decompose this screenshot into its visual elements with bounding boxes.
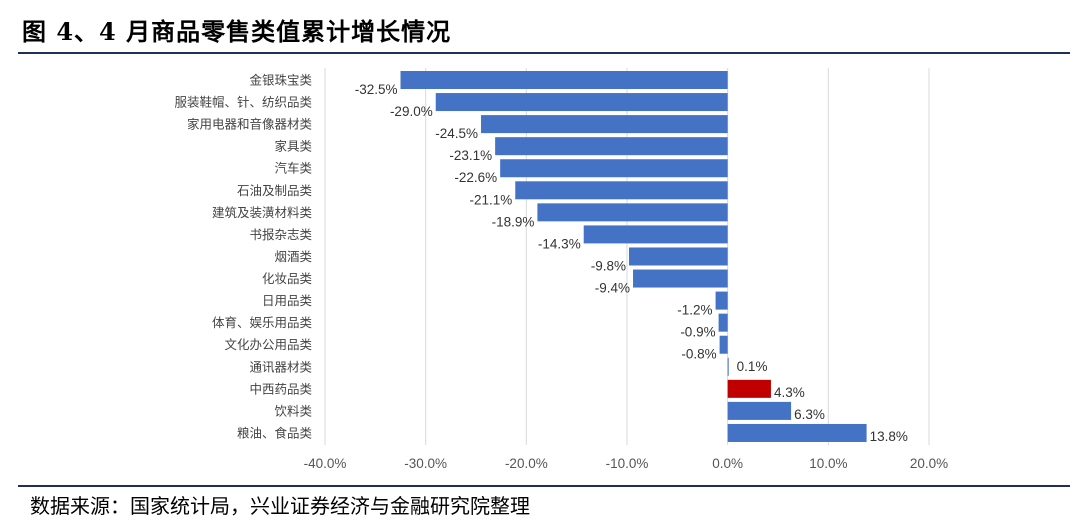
category-label: 石油及制品类 xyxy=(237,183,313,198)
category-label: 书报杂志类 xyxy=(249,227,312,242)
category-label: 通讯器材类 xyxy=(249,359,312,374)
bar xyxy=(481,115,728,134)
bar xyxy=(537,203,728,222)
bar xyxy=(515,181,728,200)
bar xyxy=(727,379,771,398)
x-tick-label: 0.0% xyxy=(712,456,743,471)
bar xyxy=(718,313,728,332)
data-label: 0.1% xyxy=(737,359,768,374)
category-label: 烟酒类 xyxy=(274,249,312,264)
data-label: -1.2% xyxy=(677,303,712,318)
x-tick-label: 20.0% xyxy=(910,456,948,471)
category-label: 日用品类 xyxy=(262,293,313,308)
bar xyxy=(629,247,728,266)
category-label: 建筑及装潢材料类 xyxy=(212,205,313,220)
x-tick-label: -10.0% xyxy=(606,456,649,471)
category-label: 化妆品类 xyxy=(262,271,313,286)
figure-title: 图 4、4 月商品零售类值累计增长情况 xyxy=(22,17,452,46)
category-label: 家用电器和音像器材类 xyxy=(187,117,313,132)
category-label: 中西药品类 xyxy=(249,381,312,396)
bar xyxy=(583,225,728,244)
category-label: 家具类 xyxy=(274,139,312,154)
data-label: -18.9% xyxy=(492,214,535,229)
bar xyxy=(715,291,728,310)
footer-rule xyxy=(18,485,1070,487)
x-tick-label: -40.0% xyxy=(304,456,347,471)
category-label: 饮料类 xyxy=(274,403,312,418)
x-tick-label: -20.0% xyxy=(505,456,548,471)
title-rule xyxy=(18,52,1070,54)
bar xyxy=(500,159,728,178)
data-label: -29.0% xyxy=(390,104,433,119)
data-label: -0.8% xyxy=(681,347,716,362)
data-label: -23.1% xyxy=(449,148,492,163)
data-label: -22.6% xyxy=(454,170,497,185)
bar xyxy=(719,335,728,354)
data-label: -21.1% xyxy=(469,192,512,207)
category-label: 体育、娱乐用品类 xyxy=(212,315,313,330)
data-label: -9.4% xyxy=(595,281,630,296)
bar xyxy=(727,401,792,420)
source-note: 数据来源：国家统计局，兴业证券经济与金融研究院整理 xyxy=(30,494,530,518)
data-label: 6.3% xyxy=(794,407,825,422)
bar xyxy=(727,357,729,376)
bar xyxy=(400,71,728,89)
category-label: 粮油、食品类 xyxy=(237,425,313,440)
data-label: 13.8% xyxy=(870,429,908,444)
category-label: 文化办公用品类 xyxy=(224,337,312,352)
data-label: -14.3% xyxy=(538,236,581,251)
category-label: 金银珠宝类 xyxy=(249,73,312,88)
category-label: 汽车类 xyxy=(274,161,312,176)
data-label: -9.8% xyxy=(591,258,626,273)
data-label: -32.5% xyxy=(355,82,398,97)
bar xyxy=(495,137,728,156)
data-label: -24.5% xyxy=(435,126,478,141)
bar xyxy=(435,93,728,112)
data-label: 4.3% xyxy=(774,385,805,400)
bar xyxy=(727,423,867,442)
x-tick-label: -30.0% xyxy=(404,456,447,471)
x-tick-label: 10.0% xyxy=(809,456,847,471)
category-label: 服装鞋帽、针、纺织品类 xyxy=(174,95,312,110)
bar xyxy=(633,269,728,288)
data-label: -0.9% xyxy=(680,325,715,340)
